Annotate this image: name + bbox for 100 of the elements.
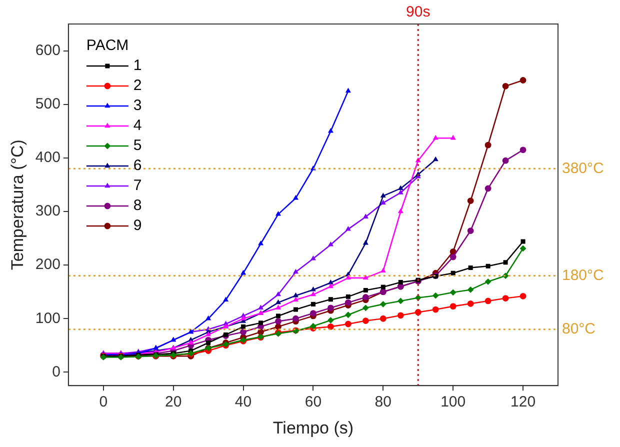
y-tick-label: 0 bbox=[52, 363, 60, 380]
ref-line-label: 80°C bbox=[562, 320, 596, 338]
point bbox=[344, 312, 352, 318]
ref-line-label: 380°C bbox=[562, 160, 604, 177]
point bbox=[486, 264, 490, 268]
ref-line-label: 180°C bbox=[562, 266, 604, 284]
legend-label: 7 bbox=[133, 177, 142, 194]
point bbox=[502, 295, 509, 302]
point bbox=[310, 302, 316, 306]
point bbox=[258, 320, 264, 326]
point bbox=[450, 303, 456, 310]
point bbox=[520, 146, 526, 154]
point bbox=[206, 315, 212, 320]
legend-label: 4 bbox=[133, 117, 142, 134]
point bbox=[484, 298, 492, 304]
point bbox=[520, 245, 526, 252]
point bbox=[276, 314, 281, 318]
y-tick-label: 300 bbox=[35, 202, 60, 220]
point bbox=[432, 134, 438, 140]
point bbox=[363, 288, 368, 293]
y-tick-label: 500 bbox=[35, 95, 60, 112]
point bbox=[310, 255, 316, 260]
point bbox=[328, 283, 334, 288]
point bbox=[292, 315, 299, 322]
x-tick-label: 60 bbox=[304, 394, 322, 411]
point bbox=[344, 299, 352, 306]
point bbox=[520, 292, 526, 300]
x-axis-title: Tiempo (s) bbox=[272, 418, 354, 438]
point bbox=[380, 284, 386, 290]
legend-label: 1 bbox=[133, 57, 142, 74]
point bbox=[450, 134, 456, 140]
point bbox=[362, 294, 369, 300]
point bbox=[503, 260, 508, 265]
point bbox=[292, 268, 298, 274]
point bbox=[398, 208, 404, 214]
point bbox=[467, 198, 474, 204]
point bbox=[275, 299, 282, 304]
point bbox=[397, 298, 404, 304]
y-tick-label: 600 bbox=[35, 42, 60, 59]
point bbox=[310, 310, 316, 316]
point bbox=[345, 226, 351, 231]
point bbox=[484, 185, 492, 192]
point bbox=[362, 214, 368, 218]
point bbox=[292, 194, 298, 200]
point bbox=[328, 128, 334, 133]
ref-line-label: 90s bbox=[406, 4, 430, 21]
point bbox=[398, 280, 403, 284]
point bbox=[380, 315, 386, 322]
point bbox=[467, 228, 474, 234]
point bbox=[468, 265, 473, 270]
x-tick-label: 20 bbox=[164, 394, 182, 411]
legend-title: PACM bbox=[86, 37, 129, 54]
x-tick-label: 0 bbox=[99, 394, 108, 411]
legend-label: 9 bbox=[133, 217, 142, 234]
point bbox=[484, 278, 492, 285]
point bbox=[398, 190, 404, 194]
point bbox=[206, 332, 212, 336]
point bbox=[397, 312, 404, 319]
point bbox=[345, 88, 351, 93]
point bbox=[432, 306, 439, 313]
point bbox=[328, 297, 333, 302]
point bbox=[240, 328, 246, 336]
point bbox=[275, 318, 282, 325]
point bbox=[310, 322, 316, 330]
point bbox=[328, 323, 334, 330]
point bbox=[380, 200, 386, 205]
legend-label: 6 bbox=[133, 157, 142, 174]
point bbox=[310, 291, 316, 296]
point bbox=[450, 254, 456, 260]
point bbox=[328, 317, 334, 324]
point bbox=[380, 192, 386, 198]
point bbox=[240, 315, 246, 320]
point bbox=[362, 274, 368, 280]
point bbox=[328, 242, 334, 246]
x-tick-label: 40 bbox=[234, 394, 252, 411]
point bbox=[328, 280, 334, 284]
point bbox=[362, 318, 369, 324]
y-tick-label: 200 bbox=[35, 256, 60, 274]
point bbox=[275, 210, 282, 216]
point bbox=[502, 82, 509, 90]
y-axis-title: Temperatura (°C) bbox=[8, 140, 27, 270]
point bbox=[432, 292, 439, 299]
point bbox=[240, 270, 246, 275]
point bbox=[362, 304, 369, 312]
point bbox=[241, 324, 246, 329]
point bbox=[275, 291, 282, 296]
point bbox=[346, 294, 350, 299]
x-tick-label: 80 bbox=[374, 394, 392, 411]
point bbox=[450, 289, 456, 296]
point bbox=[275, 304, 282, 310]
point bbox=[310, 286, 316, 292]
point bbox=[432, 156, 438, 162]
point bbox=[484, 142, 492, 148]
point bbox=[502, 157, 509, 164]
point bbox=[206, 340, 211, 346]
y-tick-label: 400 bbox=[35, 149, 60, 166]
point bbox=[362, 240, 368, 245]
point bbox=[467, 300, 474, 307]
x-tick-label: 120 bbox=[510, 394, 536, 411]
point bbox=[223, 296, 229, 302]
